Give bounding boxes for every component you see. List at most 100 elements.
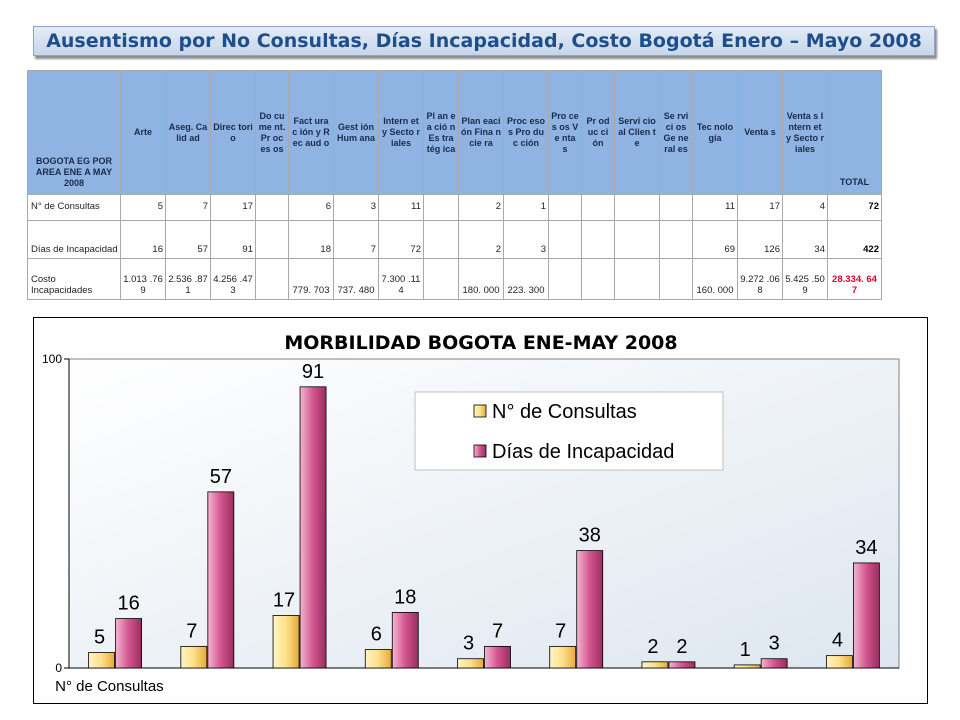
table-header-cell: Proc eso s Pro duc ción [503,70,549,195]
table-header-cell: Venta s Intern et y Secto riales [782,70,828,195]
legend-swatch-consultas [473,404,487,418]
table-cell: 72 [378,220,424,259]
table-header-cell: Pr od uc ci ón [581,70,615,195]
table-header-cell: Direc torio [210,70,256,195]
table-cell [659,220,693,259]
table-cell [614,220,660,259]
data-label-consultas: 4 [832,630,843,652]
table-cell: 5.425 .509 [782,258,828,300]
chart-title: MORBILIDAD BOGOTA ENE-MAY 2008 [284,332,677,354]
data-label-consultas: 17 [273,589,295,611]
table-cell: 422 [827,220,882,259]
table-cell: 5 [120,194,166,221]
table-header-cell: Venta s [737,70,783,195]
x-category-label: N° de Consultas [55,678,164,695]
data-label-consultas: 1 [740,639,751,661]
legend-label-consultas: N° de Consultas [492,401,637,423]
table-cell: 28.334. 647 [827,258,882,300]
bar-incapacidad [115,618,143,669]
table-header-cell: Intern et y Secto riales [378,70,424,195]
table-cell [659,258,693,300]
table-cell [548,220,582,259]
table-cell: 1 [503,194,549,221]
table-header-cell: Tec nolo gía [692,70,738,195]
table-cell: 4.256 .473 [210,258,256,300]
page-title: Ausentismo por No Consultas, Días Incapa… [46,30,922,52]
table-header-cell: Do cu me nt. Pr oc es os [255,70,289,195]
y-tick-label: 0 [55,661,62,675]
table-cell [659,194,693,221]
table-header-cell: Arte [120,70,166,195]
table-header-cell: TOTAL [827,70,882,195]
table-cell: 737. 480 [333,258,379,300]
data-label-incapacidad: 18 [394,586,416,608]
data-label-consultas: 2 [647,636,658,658]
table-header-cell: Plan eaci ón Fina ncie ra [458,70,504,195]
table-cell [423,220,459,259]
bar-incapacidad [484,645,511,669]
table-cell: 126 [737,220,783,259]
table-cell: 34 [782,220,828,259]
table-cell: 2.536 .871 [165,258,211,300]
table-cell [581,258,615,300]
table-cell [255,220,289,259]
data-label-incapacidad: 91 [302,361,324,383]
data-label-incapacidad: 2 [676,636,687,658]
table-cell: 160. 000 [692,258,738,300]
table-header-cell: Servi cio al Clien te [614,70,660,195]
table-cell: 4 [782,194,828,221]
table-cell: 1.013 .769 [120,258,166,300]
table-cell: 3 [333,194,379,221]
absenteeism-table: BOGOTA EG POR AREA ENE A MAY 2008 Arte Ase… [27,70,882,300]
legend-swatch-incapacidad [473,444,487,458]
table-cell: 16 [120,220,166,259]
data-label-incapacidad: 34 [855,537,877,559]
bar-incapacidad [391,611,419,669]
table-header-cell: Se rvi ci os Ge ne ral es [659,70,693,195]
row-label: Costo Incapacidades [27,258,121,300]
bar-consultas [180,645,208,669]
data-label-consultas: 7 [186,620,197,642]
table-cell [423,258,459,300]
table-cell: 6 [288,194,334,221]
bar-consultas [457,658,484,669]
bar-incapacidad [668,661,696,669]
table-cell [548,258,582,300]
bar-consultas [733,664,761,669]
data-label-incapacidad: 38 [579,525,601,547]
table-cell: 17 [210,194,256,221]
table-cell: 11 [692,194,738,221]
bar-incapacidad [207,491,235,669]
bar-incapacidad [299,386,327,669]
table-cell: 223. 300 [503,258,549,300]
table-header-cell: Gest ión Hum ana [333,70,379,195]
bar-consultas [364,649,392,669]
table-header-row: BOGOTA EG POR AREA ENE A MAY 2008 Arte Ase… [27,70,882,195]
table-cell [255,194,289,221]
table-cell [423,194,459,221]
legend-label-incapacidad: Días de Incapacidad [492,441,674,463]
table-cell: 91 [210,220,256,259]
table-row: Días de Incapacidad 16 57 91 18 7 72 2 3 69 126 34 4… [27,220,882,259]
bar-incapacidad [760,658,788,669]
y-tick-label: 100 [42,352,62,366]
table-cell [581,220,615,259]
row-label: N° de Consultas [27,194,121,221]
data-label-incapacidad: 3 [769,633,780,655]
data-label-consultas: 6 [371,623,382,645]
table-cell [614,194,660,221]
table-cell: 72 [827,194,882,221]
table-cell: 3 [503,220,549,259]
legend-box [414,391,724,471]
table-cell: 7 [165,194,211,221]
data-label-consultas: 5 [94,627,105,649]
bar-incapacidad [576,550,604,669]
data-label-consultas: 3 [463,633,474,655]
data-label-incapacidad: 7 [492,620,503,642]
table-cell [548,194,582,221]
table-cell: 11 [378,194,424,221]
bar-incapacidad [852,562,880,669]
table-header-cell: BOGOTA EG POR AREA ENE A MAY 2008 [27,70,121,195]
bar-consultas [272,615,300,669]
